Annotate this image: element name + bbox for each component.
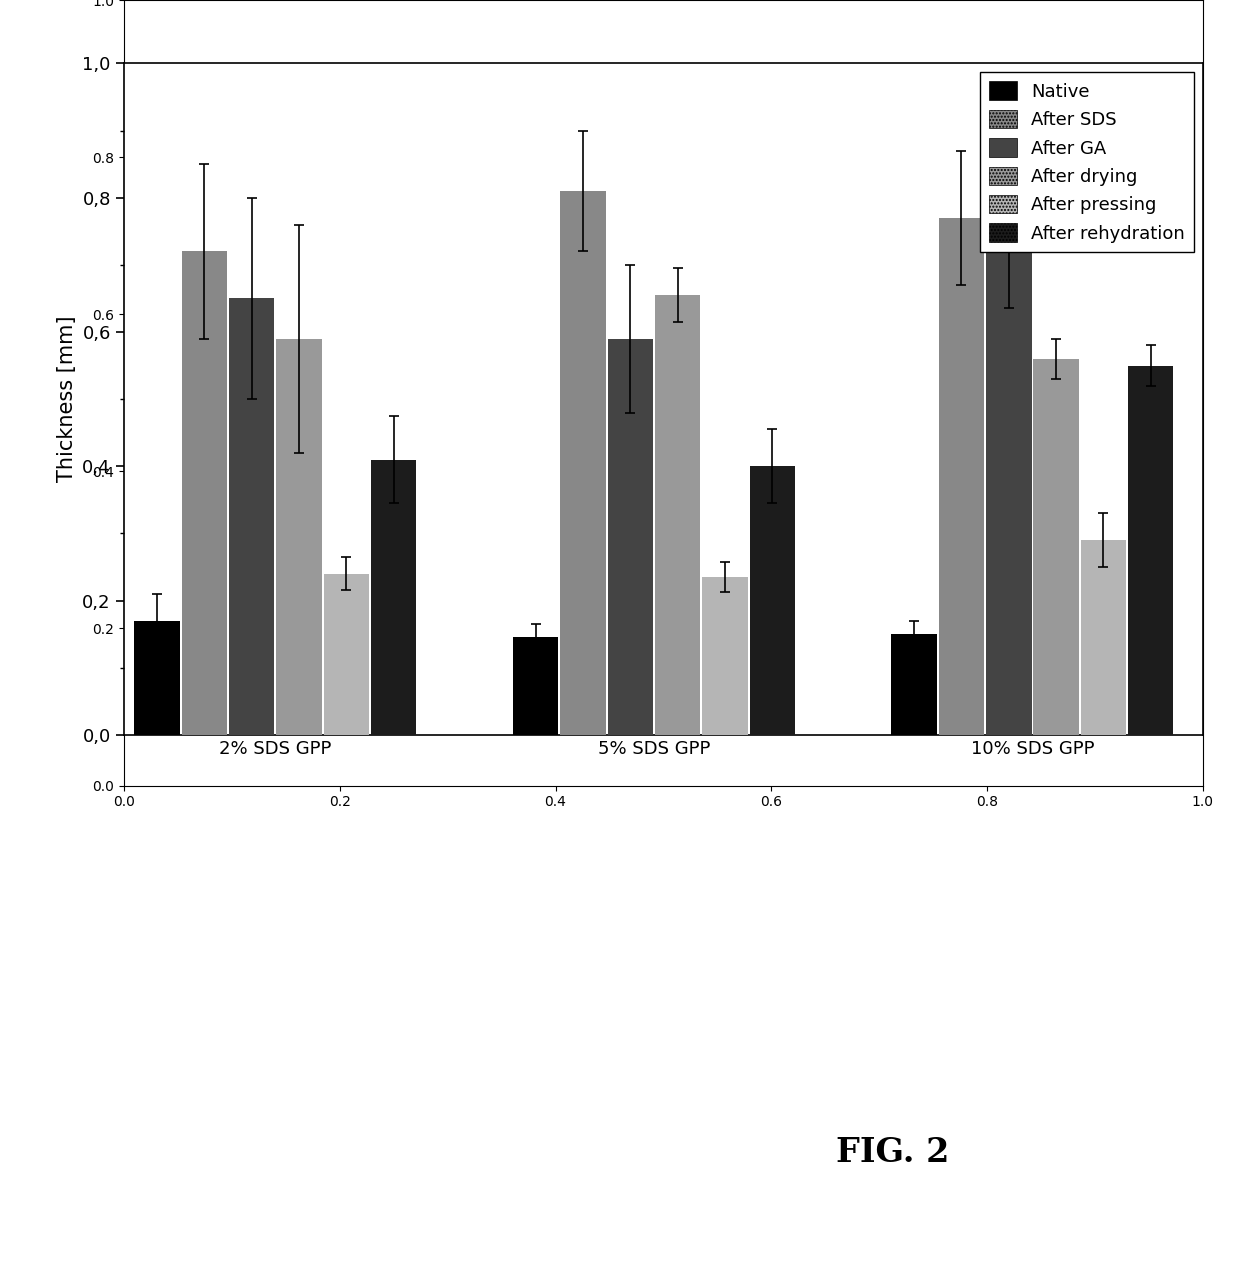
Bar bbox=[371, 460, 417, 735]
Bar bbox=[134, 621, 180, 735]
Bar bbox=[892, 634, 937, 735]
Bar bbox=[1033, 359, 1079, 735]
Bar bbox=[1081, 540, 1126, 735]
Bar bbox=[939, 218, 985, 735]
Bar bbox=[229, 299, 274, 735]
Bar bbox=[513, 637, 558, 735]
Bar bbox=[1128, 366, 1173, 735]
Bar bbox=[324, 574, 370, 735]
Text: FIG. 2: FIG. 2 bbox=[836, 1136, 950, 1169]
Bar bbox=[702, 576, 748, 735]
Bar bbox=[277, 338, 321, 735]
Bar bbox=[986, 228, 1032, 735]
Bar bbox=[182, 251, 227, 735]
Bar bbox=[608, 338, 653, 735]
Legend: Native, After SDS, After GA, After drying, After pressing, After rehydration: Native, After SDS, After GA, After dryin… bbox=[981, 72, 1194, 252]
Bar bbox=[655, 295, 701, 735]
Bar bbox=[749, 466, 795, 735]
Bar bbox=[560, 191, 605, 735]
Y-axis label: Thickness [mm]: Thickness [mm] bbox=[57, 315, 77, 483]
